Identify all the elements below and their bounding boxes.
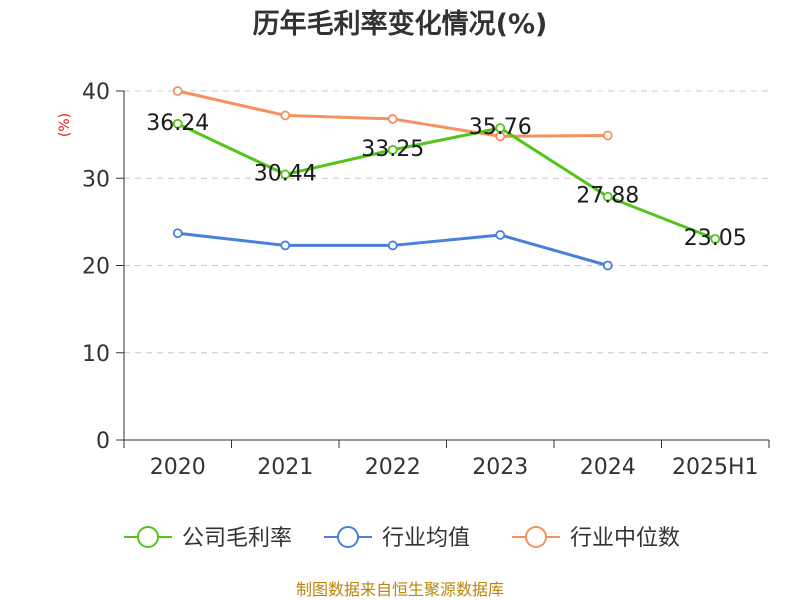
data-point [172,228,183,239]
data-point [280,240,291,251]
x-tick-label: 2020 [150,455,206,480]
legend-item: 行业中位数 [512,526,680,551]
data-point [172,118,183,129]
x-tick-label: 2025H1 [672,455,759,480]
series-line [177,122,716,241]
series-lines [172,86,721,271]
legend-marker [525,526,547,548]
series-line [177,89,608,138]
data-point [387,144,398,155]
x-tick-label: 2023 [472,455,528,480]
gridlines [124,90,769,354]
legend-marker [137,526,159,548]
source-note: 制图数据来自恒生聚源数据库 [296,580,504,599]
y-tick-label: 10 [82,342,110,367]
data-point [710,233,721,244]
legend-label: 行业均值 [382,526,470,551]
axes: 0 10 20 30 40 2020 2021 2022 2023 2024 2025H1 [82,80,770,480]
data-label: 23.05 [684,226,747,251]
y-tick-label: 30 [82,167,110,192]
data-point [602,260,613,271]
data-label: 33.25 [361,137,424,162]
data-point [280,110,291,121]
data-labels: 36.24 30.44 33.25 35.76 27.88 23.05 [146,111,746,251]
x-tick-label: 2024 [580,455,636,480]
y-axis-label: (%) [57,113,73,137]
legend: 公司毛利率 行业均值 行业中位数 [124,526,680,551]
data-point [495,230,506,240]
legend-item: 公司毛利率 [124,526,292,551]
y-tick-label: 40 [82,80,110,105]
legend-item: 行业均值 [324,526,470,551]
data-point [602,130,613,141]
chart-title: 历年毛利率变化情况(%) [253,8,548,40]
data-label: 27.88 [576,184,639,209]
y-tick-label: 20 [82,255,110,280]
data-label: 30.44 [254,161,317,186]
data-point [280,169,291,180]
legend-label: 公司毛利率 [182,526,292,551]
data-point [172,86,183,96]
legend-marker [337,526,359,548]
y-tick-label: 0 [96,429,110,454]
legend-label: 行业中位数 [570,526,680,551]
data-label: 36.24 [146,111,209,136]
data-point [387,114,398,124]
data-point [495,123,506,133]
x-tick-label: 2022 [365,455,421,480]
data-point [602,191,613,202]
x-tick-label: 2021 [257,455,313,480]
data-point [387,240,398,251]
data-label: 35.76 [469,115,532,140]
